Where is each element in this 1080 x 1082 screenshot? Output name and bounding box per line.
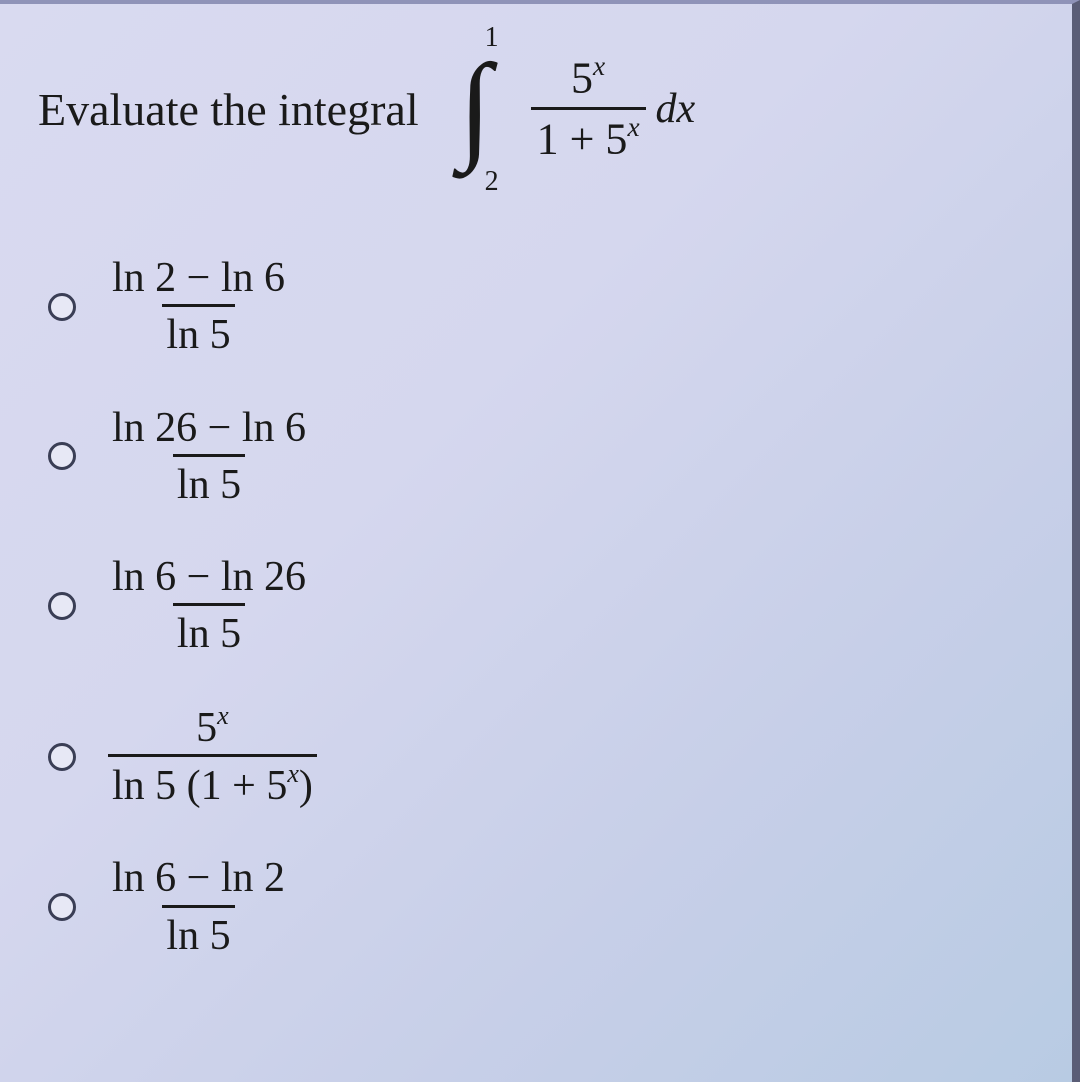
opt4-num-base: 5 — [196, 705, 217, 751]
option-expression: ln 2 − ln 6 ln 5 — [108, 254, 289, 360]
integral-symbol: 1 ∫ 2 — [459, 34, 523, 184]
num-base: 5 — [571, 54, 593, 103]
option-num: ln 2 − ln 6 — [108, 254, 289, 304]
option-den: ln 5 — [162, 905, 234, 960]
differential: dx — [656, 85, 696, 133]
option-den: ln 5 — [173, 603, 245, 658]
answer-option[interactable]: ln 26 − ln 6 ln 5 — [48, 404, 1032, 510]
radio-icon[interactable] — [48, 743, 76, 771]
option-expression: 5x ln 5 (1 + 5x) — [108, 703, 317, 811]
option-expression: ln 26 − ln 6 ln 5 — [108, 404, 310, 510]
option-num: 5x — [192, 703, 233, 754]
integrand-numerator: 5x — [565, 53, 611, 106]
option-den: ln 5 — [162, 304, 234, 359]
option-num: ln 26 − ln 6 — [108, 404, 310, 454]
question-header: Evaluate the integral 1 ∫ 2 5x 1 + 5x dx — [38, 34, 1032, 184]
opt4-num-exp: x — [217, 701, 229, 730]
integrand-fraction: 5x 1 + 5x — [531, 53, 646, 165]
den-prefix: 1 + 5 — [537, 114, 628, 163]
answer-option[interactable]: ln 6 − ln 2 ln 5 — [48, 854, 1032, 960]
option-num: ln 6 − ln 26 — [108, 553, 310, 603]
radio-icon[interactable] — [48, 442, 76, 470]
integral-sign: ∫ — [459, 47, 492, 167]
answer-option[interactable]: ln 6 − ln 26 ln 5 — [48, 553, 1032, 659]
question-prompt: Evaluate the integral — [38, 83, 419, 136]
option-den: ln 5 — [173, 454, 245, 509]
question-panel: Evaluate the integral 1 ∫ 2 5x 1 + 5x dx — [0, 0, 1080, 1082]
option-expression: ln 6 − ln 2 ln 5 — [108, 854, 289, 960]
opt4-den-exp: x — [287, 759, 299, 788]
answer-options: ln 2 − ln 6 ln 5 ln 26 − ln 6 ln 5 ln 6 … — [48, 254, 1032, 960]
integral-lower-limit: 2 — [485, 166, 499, 198]
option-den: ln 5 (1 + 5x) — [108, 754, 317, 810]
num-exp: x — [593, 51, 605, 81]
integral-expression: 1 ∫ 2 5x 1 + 5x dx — [459, 34, 696, 184]
option-num: ln 6 − ln 2 — [108, 854, 289, 904]
radio-icon[interactable] — [48, 592, 76, 620]
den-exp: x — [627, 112, 639, 142]
opt4-den-prefix: ln 5 (1 + 5 — [112, 763, 287, 809]
integrand-denominator: 1 + 5x — [531, 107, 646, 165]
answer-option[interactable]: ln 2 − ln 6 ln 5 — [48, 254, 1032, 360]
radio-icon[interactable] — [48, 293, 76, 321]
opt4-den-suffix: ) — [299, 763, 313, 809]
answer-option[interactable]: 5x ln 5 (1 + 5x) — [48, 703, 1032, 811]
option-expression: ln 6 − ln 26 ln 5 — [108, 553, 310, 659]
radio-icon[interactable] — [48, 893, 76, 921]
